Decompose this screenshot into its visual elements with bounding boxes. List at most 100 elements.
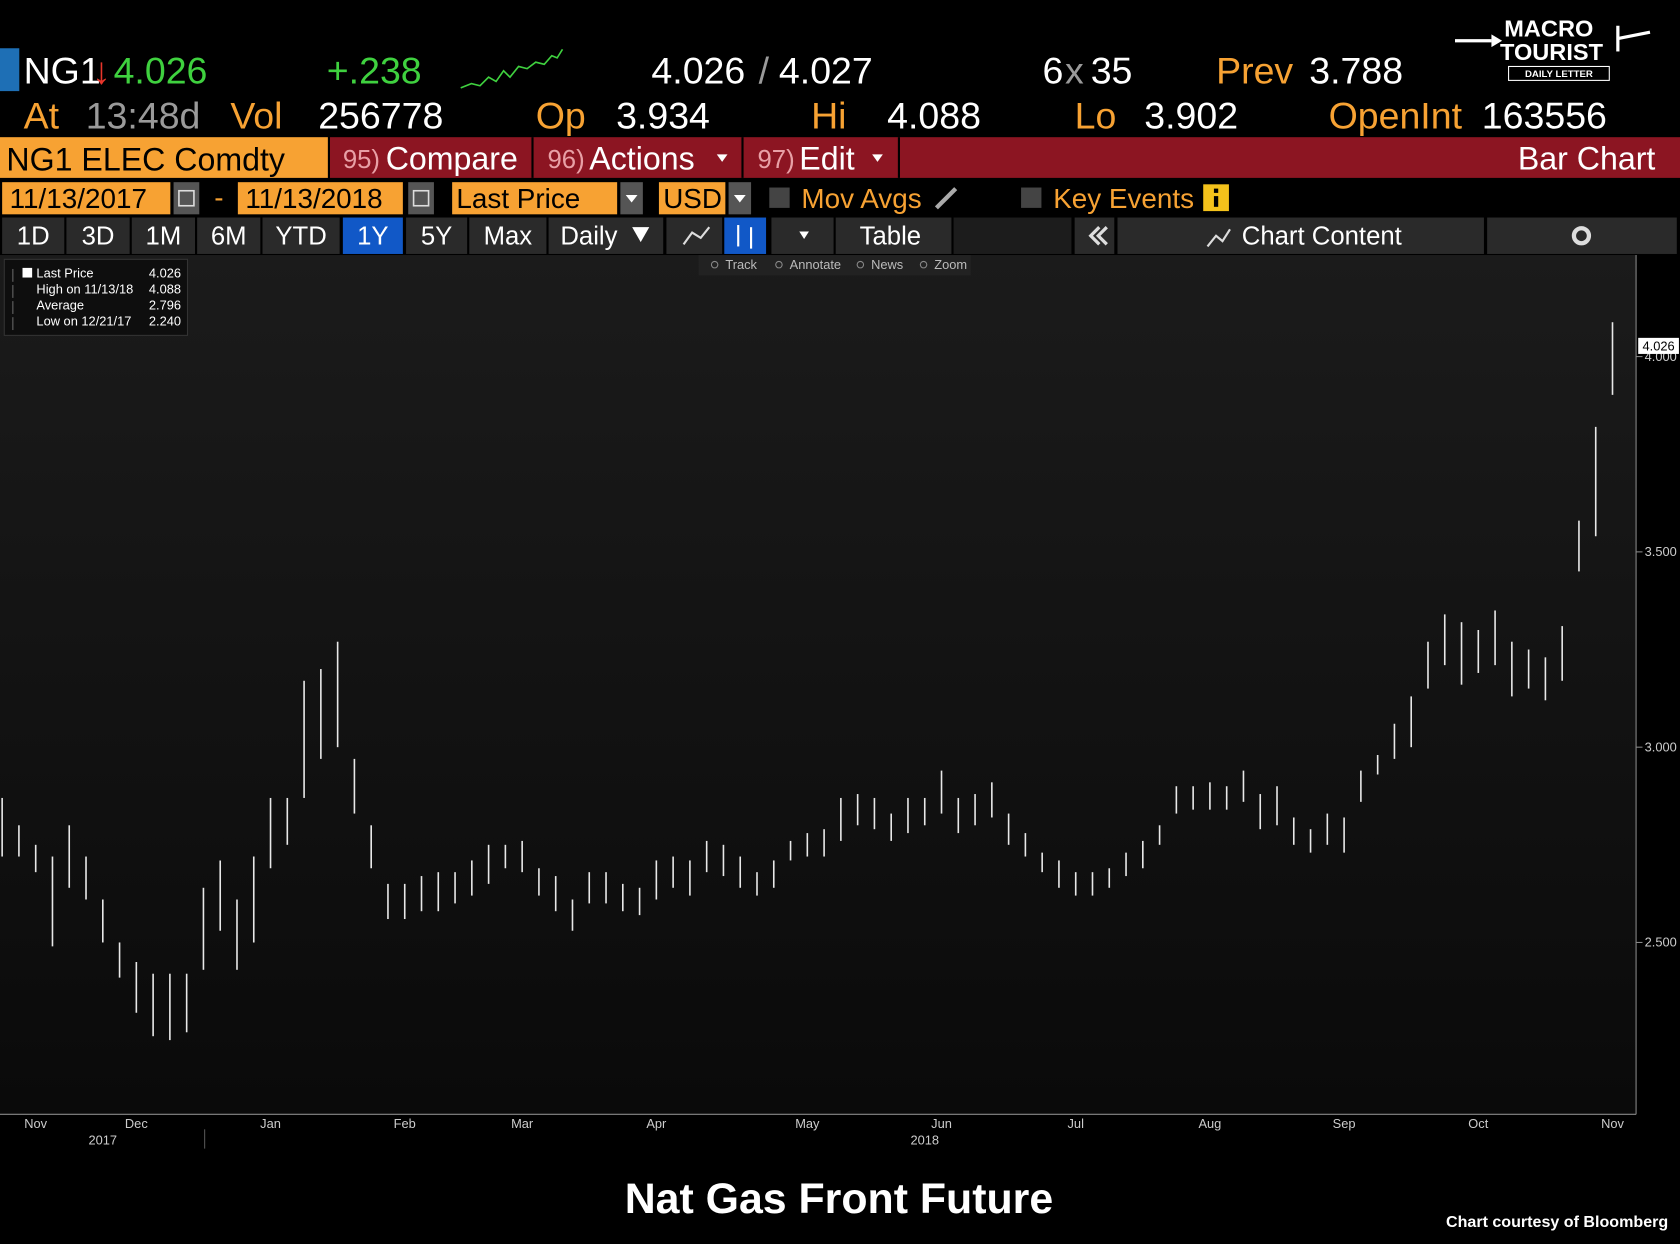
frequency[interactable]: Daily [560,222,617,250]
slash: / [759,50,770,92]
period-label[interactable]: 1M [146,222,182,250]
lo: 3.902 [1144,95,1238,137]
line-chart-button[interactable] [666,217,723,254]
menu-bar [330,137,1680,178]
oi: 163556 [1482,95,1607,137]
tool-icon [775,260,783,269]
end-date-box[interactable] [237,182,403,215]
period-label[interactable]: 6M [211,222,247,250]
chart-content[interactable]: Chart Content [1242,222,1402,250]
calendar-icon[interactable] [173,182,200,215]
period-button[interactable] [197,217,261,254]
calendar-glyph [178,189,195,207]
period-button[interactable] [131,217,195,254]
currency[interactable]: USD [663,183,722,214]
menu-number: 97) [758,146,795,174]
end-date[interactable]: 11/13/2018 [245,183,382,214]
logo-line3: DAILY LETTER [1525,69,1593,80]
logo-arrow [1617,30,1651,41]
tool-label[interactable]: News [871,257,903,272]
collapse-button[interactable] [1074,217,1115,254]
period-label[interactable]: 1D [17,222,50,250]
ticker: NG1 [24,50,101,92]
logo-box [1508,65,1610,81]
tool-strip [698,255,971,276]
legend-label: Average [36,298,84,313]
y-tick-label: 3.500 [1645,544,1677,559]
security-box[interactable] [0,137,328,178]
toolbar-gap [953,217,1072,254]
period-label[interactable]: Max [484,222,533,250]
start-date-box[interactable] [2,182,171,215]
checkbox[interactable] [769,187,790,208]
time: 13:48d [86,95,201,137]
x-tick-label: Sep [1333,1116,1356,1131]
last-price-box [1638,337,1679,354]
collapse-icon [1088,226,1101,246]
lo-label: Lo [1075,95,1117,137]
last-price-label: 4.026 [1642,339,1674,354]
sparkline [460,48,564,89]
start-date[interactable]: 11/13/2017 [10,183,147,214]
x-tick-label: Jan [260,1116,281,1131]
tool-label[interactable]: Annotate [790,257,841,272]
edit[interactable]: Edit [799,140,854,176]
hi-label: Hi [811,95,846,137]
x-tick-label: May [795,1116,820,1131]
mov-avgs[interactable]: Mov Avgs [801,183,921,214]
legend-label: High on 11/13/18 [36,282,133,297]
field-box[interactable] [452,182,618,215]
period-button[interactable] [406,217,468,254]
legend: Last Price 4.026 High on 11/13/18 4.088 Aver… [12,266,181,331]
line-icon [682,226,711,245]
marker [0,48,20,92]
credit: Chart courtesy of Bloomberg [1446,1213,1668,1231]
size-ask: 35 [1091,50,1133,92]
legend-label: Last Price [36,266,93,281]
period-button[interactable] [262,217,340,254]
at-label: At [24,95,60,137]
tool-icon [919,260,928,269]
view-name: Bar Chart [1518,140,1656,176]
chart-content-button[interactable] [1117,217,1484,254]
vol-label: Vol [230,95,282,137]
x-tick-label: Apr [646,1116,667,1131]
x-tick-label: Oct [1468,1116,1488,1131]
year-label: 2018 [910,1132,939,1147]
y-tick-label: 2.500 [1645,935,1677,950]
period-label[interactable]: 3D [82,222,115,250]
field[interactable]: Last Price [456,183,580,214]
op: 3.934 [616,95,710,137]
gear-icon [1571,226,1592,246]
key-events[interactable]: Key Events [1053,183,1194,214]
caret [872,154,883,162]
settings-button[interactable] [1487,217,1677,254]
checkbox[interactable] [1021,187,1042,208]
period-button[interactable] [66,217,130,254]
table[interactable]: Table [860,222,921,250]
security[interactable]: NG1 ELEC Comdty [6,141,285,177]
tool-label[interactable]: Zoom [934,257,967,272]
x-tick-label: Jul [1068,1116,1084,1131]
prev-label: Prev [1216,50,1293,92]
logo: MACRO TOURIST DAILY LETTER [1455,15,1651,81]
chart-title: Nat Gas Front Future [625,1175,1053,1223]
period-buttons: 1D 3D 1M 6M YTD 1Y 5Y Max [2,217,547,254]
period-label[interactable]: 1Y [357,222,388,250]
legend-label: Low on 12/21/17 [36,314,131,329]
table-button[interactable] [835,217,952,254]
currency-box[interactable] [658,182,726,215]
calendar-icon[interactable] [408,182,434,215]
period-label[interactable]: YTD [275,222,326,250]
tool-label[interactable]: Track [725,257,757,272]
period-button[interactable] [342,217,403,254]
period-label[interactable]: 5Y [421,222,452,250]
period-button[interactable] [2,217,65,254]
legend-value: 2.240 [149,314,181,329]
date-dash: - [214,182,223,213]
actions[interactable]: Actions [589,140,694,176]
compare[interactable]: Compare [386,140,518,176]
period-button[interactable] [469,217,547,254]
hi: 4.088 [887,95,981,137]
bar-chart-button[interactable] [724,217,767,254]
